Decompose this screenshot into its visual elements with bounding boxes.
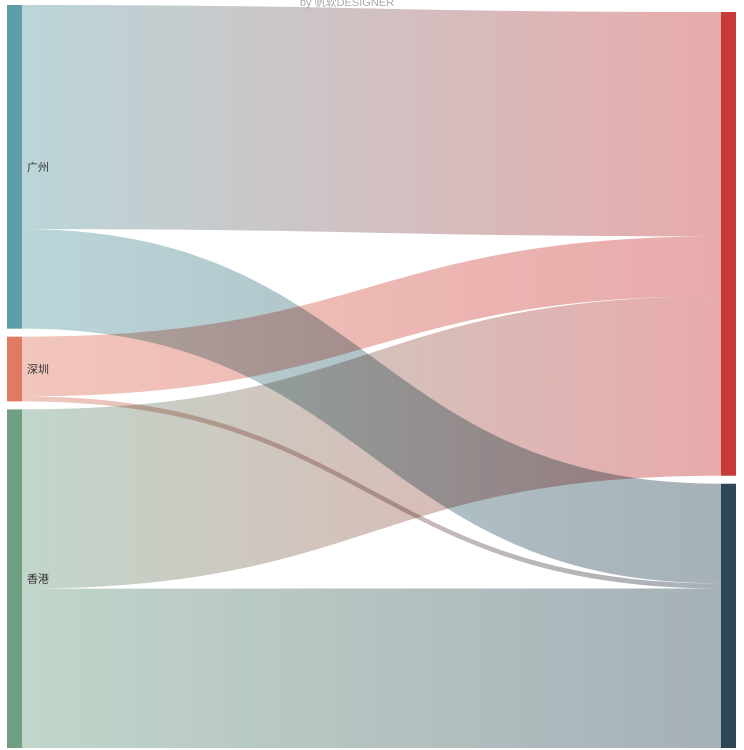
node-label-2: 香港 (27, 573, 49, 586)
node-4[interactable] (721, 483, 736, 748)
node-1[interactable] (7, 336, 22, 402)
chart-subtitle: by 帆软DESIGNER (299, 0, 395, 9)
link-1-3[interactable] (22, 236, 721, 397)
link-0-3[interactable] (22, 5, 721, 237)
link-2-4[interactable] (22, 588, 721, 748)
node-label-1: 深圳 (27, 363, 49, 376)
node-0[interactable] (7, 5, 22, 329)
node-3[interactable] (721, 12, 736, 476)
node-label-0: 广州 (27, 161, 49, 174)
node-2[interactable] (7, 409, 22, 748)
link-2-3[interactable] (22, 296, 721, 589)
